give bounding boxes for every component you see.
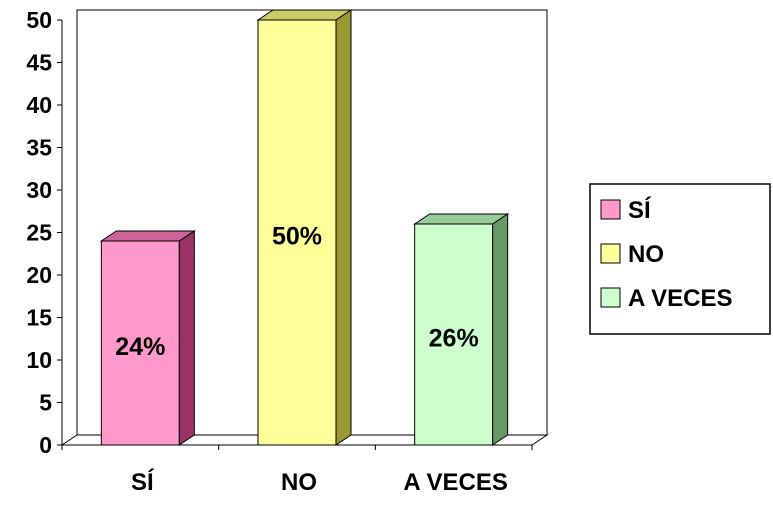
legend-label: NO	[628, 241, 664, 268]
y-tick-label: 5	[39, 390, 52, 416]
y-tick-label: 0	[39, 432, 52, 458]
legend-swatch	[600, 243, 621, 264]
y-tick-label: 15	[26, 305, 52, 331]
y-tick-label: 45	[26, 50, 52, 76]
y-tick-label: 20	[26, 262, 52, 288]
bar-front	[414, 223, 494, 446]
bar-front	[257, 19, 337, 446]
bar-top	[99, 230, 196, 242]
bar-data-label: 50%	[272, 223, 322, 251]
bar: 26%	[413, 213, 510, 446]
legend-swatch	[600, 199, 621, 220]
y-tick-label: 50	[26, 7, 52, 33]
bar: 50%	[256, 9, 353, 446]
y-tick-label: 25	[26, 220, 52, 246]
bar: 24%	[99, 230, 196, 446]
bar-side	[335, 9, 352, 446]
x-tick-label: NO	[281, 469, 317, 496]
y-tick-label: 10	[26, 347, 52, 373]
y-tick-label: 30	[26, 177, 52, 203]
legend-label: A VECES	[628, 285, 732, 312]
bar-data-label: 24%	[115, 333, 165, 361]
x-axis: SÍ NO A VECES	[61, 444, 533, 496]
bar-data-label: 26%	[429, 325, 479, 353]
bar-top	[413, 213, 510, 225]
y-tick-label: 35	[26, 135, 52, 161]
bars: 24% 50% 26%	[99, 9, 510, 446]
legend-label: SÍ	[628, 196, 652, 224]
bar-side	[492, 213, 509, 446]
x-tick-label: A VECES	[403, 469, 507, 496]
x-tick-label: SÍ	[131, 468, 155, 496]
y-tick-label: 40	[26, 92, 52, 118]
legend: SÍ NO A VECES	[589, 183, 771, 335]
y-axis: 0 5 10 15 20 25 30 35 40 45 50	[26, 7, 63, 458]
bar-side	[178, 230, 195, 446]
bar-top	[256, 9, 353, 21]
legend-swatch	[600, 287, 621, 308]
